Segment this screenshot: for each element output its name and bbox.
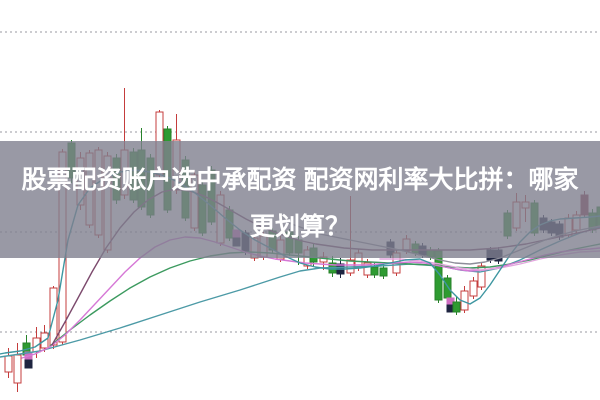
headline-banner: 股票配资账户选中承配资 配资网利率大比拼：哪家 更划算？ — [0, 141, 600, 258]
headline-line1: 股票配资账户选中承配资 配资网利率大比拼：哪家 — [21, 166, 579, 194]
ma-magenta — [21, 236, 600, 359]
headline-line2: 更划算？ — [249, 213, 350, 241]
